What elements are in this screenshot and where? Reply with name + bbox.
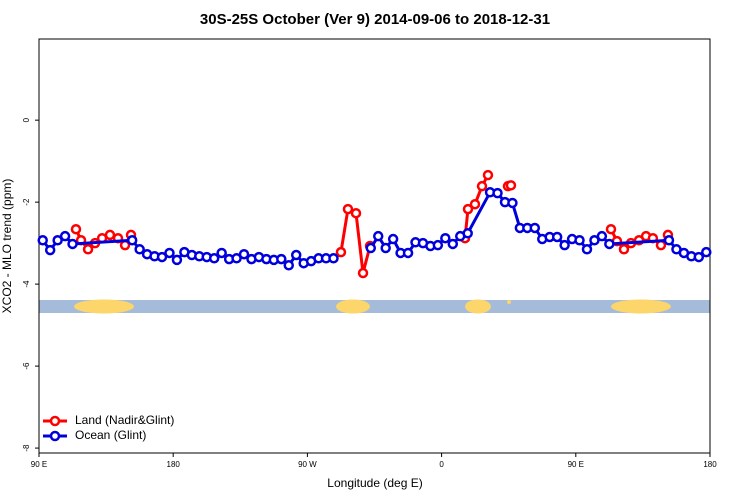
point <box>335 246 347 258</box>
legend-marker <box>49 430 61 442</box>
point <box>231 253 242 264</box>
x-tick-label: 0 <box>439 460 444 469</box>
point <box>208 253 220 264</box>
y-tick-label: -6 <box>22 362 31 370</box>
point <box>70 223 82 235</box>
point <box>482 169 494 181</box>
point <box>663 235 675 246</box>
point <box>357 267 369 279</box>
point <box>52 235 63 246</box>
point <box>618 244 630 255</box>
point <box>380 242 391 254</box>
point <box>37 235 48 246</box>
plot-frame <box>38 38 711 454</box>
y-axis-label: XCO2 - MLO trend (ppm) <box>0 179 14 314</box>
point <box>507 197 518 209</box>
y-tick-label: -2 <box>22 198 31 206</box>
x-axis-label: Longitude (deg E) <box>327 476 422 490</box>
point <box>328 253 339 264</box>
point <box>164 247 175 259</box>
point <box>529 222 541 234</box>
x-tick-label: 90 E <box>31 460 47 469</box>
point <box>238 248 250 260</box>
point <box>693 251 705 263</box>
point <box>492 187 503 199</box>
point <box>290 249 302 261</box>
x-tick-label: 180 <box>703 460 717 469</box>
point <box>604 238 615 250</box>
y-tick-label: -4 <box>22 280 31 288</box>
point <box>104 229 116 241</box>
point <box>596 230 608 242</box>
point <box>283 260 295 271</box>
point <box>551 231 563 243</box>
land-segment <box>611 299 671 314</box>
point <box>559 239 570 251</box>
point <box>701 246 712 258</box>
land-segment <box>465 299 491 314</box>
point <box>505 180 517 191</box>
legend-label: Ocean (Glint) <box>75 428 146 442</box>
x-tick-label: 180 <box>167 460 181 469</box>
point <box>44 244 56 256</box>
point <box>469 198 481 210</box>
point <box>447 238 459 250</box>
point <box>276 253 287 265</box>
point <box>462 228 473 239</box>
point <box>171 254 183 266</box>
ocean-band <box>39 300 710 313</box>
point <box>216 247 227 259</box>
point <box>365 242 377 254</box>
legend-label: Land (Nadir&Glint) <box>75 413 174 427</box>
land-mask <box>39 299 710 314</box>
chart-title: 30S-25S October (Ver 9) 2014-09-06 to 20… <box>200 11 550 28</box>
y-tick-label: 0 <box>22 117 31 122</box>
x-tick-label: 90 W <box>298 460 317 469</box>
legend-marker <box>49 415 61 427</box>
point <box>67 238 78 250</box>
point <box>402 247 414 259</box>
y-tick-label: -8 <box>22 444 31 452</box>
point <box>156 251 168 263</box>
point <box>126 235 138 246</box>
point <box>82 244 94 255</box>
point <box>432 239 444 251</box>
point <box>476 180 488 192</box>
point <box>387 233 399 245</box>
point <box>440 232 451 244</box>
land-segment <box>74 299 134 314</box>
point <box>350 207 362 219</box>
land-segment <box>336 299 370 314</box>
point <box>372 230 384 242</box>
x-tick-label: 90 E <box>568 460 584 469</box>
point <box>574 235 585 246</box>
point <box>605 223 617 235</box>
point <box>342 203 354 215</box>
point <box>134 244 145 255</box>
point <box>462 203 474 215</box>
point <box>589 235 600 246</box>
point <box>59 230 71 242</box>
point <box>581 244 593 255</box>
land-segment <box>507 300 511 304</box>
